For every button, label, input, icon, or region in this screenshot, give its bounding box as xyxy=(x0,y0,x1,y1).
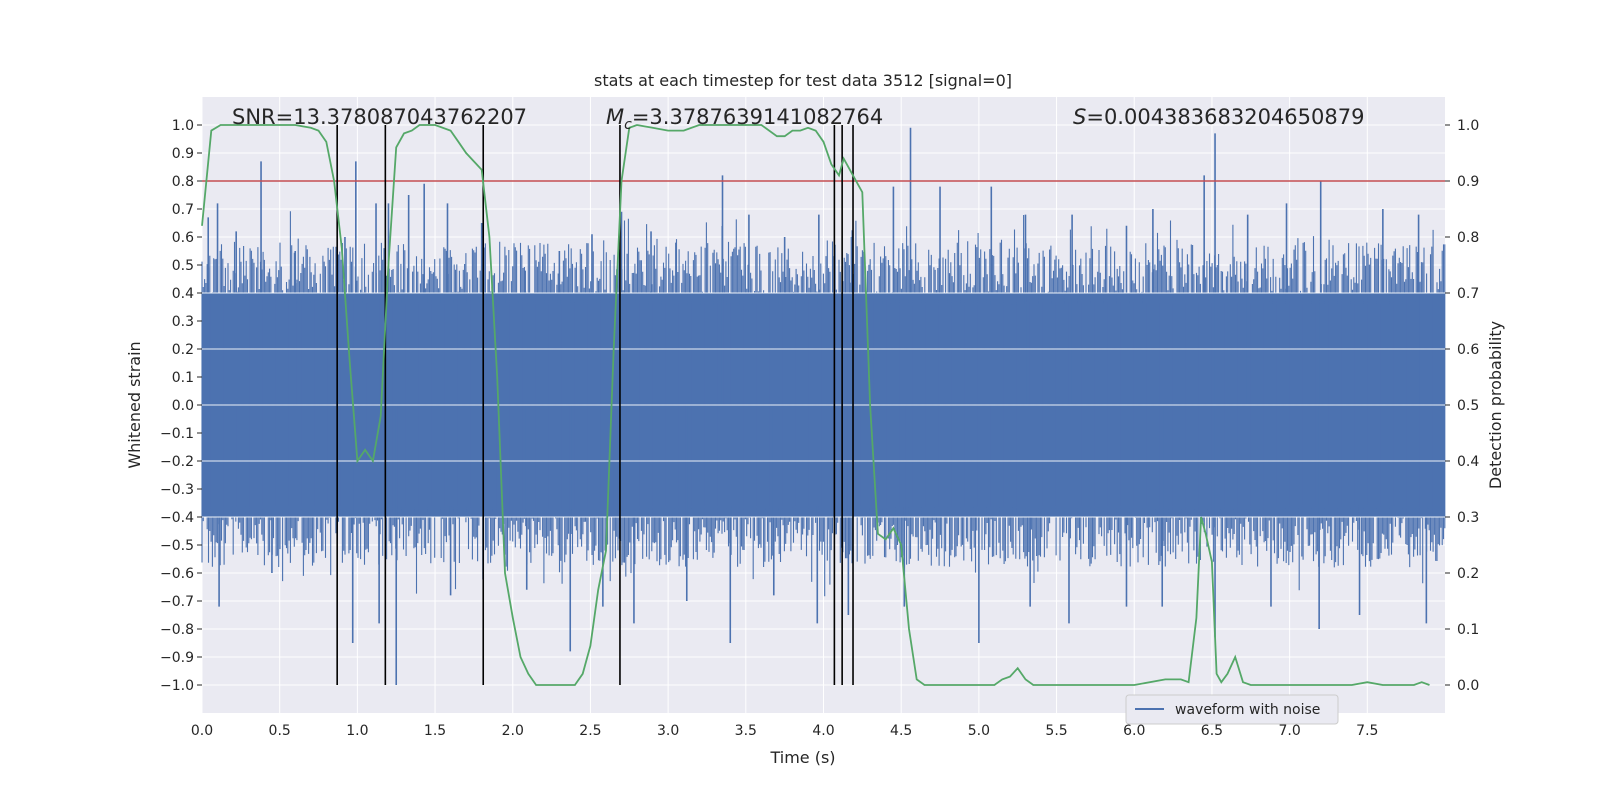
x-tick-label: 5.0 xyxy=(968,723,990,739)
y-axis-left-ticks: 1.0 0.9 0.8 0.7 0.6 0.5 0.4 0.3 0.2 0.1 0.0 −0.1 −0.… xyxy=(160,118,202,694)
s-value: =0.004383683204650879 xyxy=(1086,105,1364,129)
y-left-tick-label: 0.4 xyxy=(172,286,194,302)
y-right-tick-label: 1.0 xyxy=(1457,118,1479,134)
y-left-tick-label: −1.0 xyxy=(160,678,194,694)
s-annotation: S=0.004383683204650879 xyxy=(1073,105,1364,129)
y-right-tick-label: 0.4 xyxy=(1457,454,1479,470)
y-left-tick-label: 0.8 xyxy=(172,174,194,190)
x-tick-label: 4.5 xyxy=(890,723,912,739)
x-axis-ticks: 0.0 0.5 1.0 1.5 2.0 2.5 3.0 3.5 4.0 4.5 5.0 5.5 6.0 6… xyxy=(191,723,1379,739)
y-left-tick-label: 0.7 xyxy=(172,202,194,218)
waveform-series xyxy=(201,127,1446,685)
y-right-tick-label: 0.5 xyxy=(1457,398,1479,414)
x-tick-label: 1.5 xyxy=(424,723,446,739)
y-left-tick-label: −0.9 xyxy=(160,650,194,666)
x-tick-label: 6.0 xyxy=(1123,723,1145,739)
x-tick-label: 3.0 xyxy=(657,723,679,739)
y-left-tick-label: −0.5 xyxy=(160,538,194,554)
y-left-tick-label: 0.1 xyxy=(172,370,194,386)
x-tick-label: 1.0 xyxy=(346,723,368,739)
chirp-mass-subscript: c xyxy=(624,117,632,133)
y-left-tick-label: −0.2 xyxy=(160,454,194,470)
legend-label: waveform with noise xyxy=(1175,702,1320,718)
y-right-tick-label: 0.7 xyxy=(1457,286,1479,302)
y-left-tick-label: −0.6 xyxy=(160,566,194,582)
y-axis-right-label: Detection probability xyxy=(1486,321,1505,489)
y-left-tick-label: −0.7 xyxy=(160,594,194,610)
y-left-tick-label: −0.8 xyxy=(160,622,194,638)
y-right-tick-label: 0.2 xyxy=(1457,566,1479,582)
chirp-mass-value: =3.3787639141082764 xyxy=(632,105,883,129)
x-tick-label: 7.0 xyxy=(1278,723,1300,739)
legend-box xyxy=(1125,694,1339,725)
y-right-tick-label: 0.9 xyxy=(1457,174,1479,190)
x-axis-label: Time (s) xyxy=(769,748,835,767)
y-right-tick-label: 0.8 xyxy=(1457,230,1479,246)
s-symbol: S xyxy=(1073,105,1086,129)
chart-title: stats at each timestep for test data 351… xyxy=(594,71,1012,90)
legend: waveform with noise xyxy=(1125,694,1339,725)
y-left-tick-label: 0.6 xyxy=(172,230,194,246)
y-left-tick-label: 0.9 xyxy=(172,146,194,162)
y-right-tick-label: 0.0 xyxy=(1457,678,1479,694)
x-tick-label: 0.5 xyxy=(269,723,291,739)
x-tick-label: 2.5 xyxy=(579,723,601,739)
chirp-mass-symbol: M xyxy=(606,105,624,129)
y-left-tick-label: 0.3 xyxy=(172,314,194,330)
y-right-tick-label: 0.1 xyxy=(1457,622,1479,638)
waveform-noise xyxy=(201,211,1446,597)
y-left-tick-label: −0.1 xyxy=(160,426,194,442)
snr-annotation: SNR=13.378087043762207 xyxy=(232,105,527,129)
x-tick-label: 3.5 xyxy=(735,723,757,739)
y-left-tick-label: 0.2 xyxy=(172,342,194,358)
y-right-tick-label: 0.6 xyxy=(1457,342,1479,358)
y-left-tick-label: 0.0 xyxy=(172,398,194,414)
y-left-tick-label: −0.3 xyxy=(160,482,194,498)
x-tick-label: 6.5 xyxy=(1201,723,1223,739)
y-left-tick-label: 1.0 xyxy=(172,118,194,134)
x-tick-label: 5.5 xyxy=(1045,723,1067,739)
y-axis-right-ticks: 1.0 0.9 0.8 0.7 0.6 0.5 0.4 0.3 0.2 0.1 0.0 xyxy=(1445,118,1479,694)
x-tick-label: 0.0 xyxy=(191,723,213,739)
y-right-tick-label: 0.3 xyxy=(1457,510,1479,526)
x-tick-label: 2.0 xyxy=(502,723,524,739)
chirp-mass-annotation: Mc=3.3787639141082764 xyxy=(606,105,883,133)
y-axis-left-label: Whitened strain xyxy=(125,341,144,468)
y-left-tick-label: 0.5 xyxy=(172,258,194,274)
x-tick-label: 7.5 xyxy=(1356,723,1378,739)
detection-probability-line xyxy=(201,124,1430,686)
y-left-tick-label: −0.4 xyxy=(160,510,194,526)
x-tick-label: 4.0 xyxy=(812,723,834,739)
